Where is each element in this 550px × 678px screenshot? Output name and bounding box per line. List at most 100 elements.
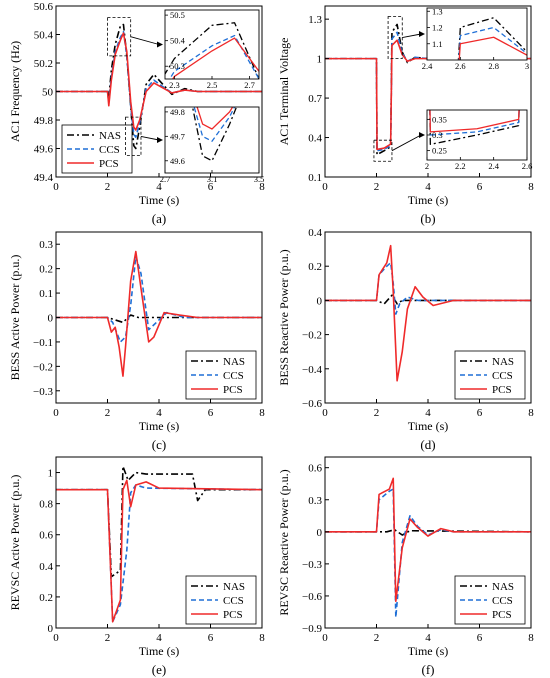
x-tick-label: 0: [322, 181, 328, 193]
x-tick-label: 6: [208, 407, 214, 419]
y-tick-label: 0: [317, 295, 323, 307]
series-line-ccs: [56, 484, 262, 623]
y-axis-label: AC1 Frequency (Hz): [8, 41, 22, 142]
y-axis-label: REVSC Reactive Power (p.u.): [277, 469, 291, 615]
y-tick-label: 0.3: [308, 495, 322, 507]
legend-entry: CCS: [223, 370, 244, 382]
y-tick-label: −0.4: [302, 364, 322, 376]
panel-caption: (e): [152, 662, 166, 677]
inset-x-tick-label: 3.5: [254, 174, 265, 184]
y-tick-label: 1.3: [308, 14, 322, 26]
inset-y-tick-label: 1.1: [432, 39, 443, 49]
legend-entry: NAS: [99, 130, 121, 142]
x-tick-label: 2: [374, 407, 380, 419]
x-tick-label: 0: [322, 407, 328, 419]
chart-panel-c: 0 2 4 6 8 −0.3 −0.2 −0.1 0 0.1 0.2 0.3 Time (s) BESS …: [8, 231, 265, 452]
y-tick-label: 0.1: [39, 288, 53, 300]
y-tick-label: −0.3: [33, 386, 53, 398]
y-tick-label: 0.7: [308, 93, 322, 105]
inset-y-tick-label: 0.25: [432, 146, 447, 156]
x-tick-label: 4: [156, 181, 162, 193]
x-tick-label: 0: [53, 407, 59, 419]
chart-panel-b: 0 2 4 6 8 0.1 0.4 0.7 1 1.3 Time (s) AC1 Terminal V…: [277, 5, 534, 226]
series-line-pcs: [325, 39, 531, 151]
zoom-arrow-head: [157, 41, 163, 48]
zoom-arrow-head: [157, 137, 163, 143]
inset-zoom: 2.3 2.5 2.7 50.3 50.4 50.5: [164, 9, 260, 90]
legend-entry: PCS: [99, 158, 119, 170]
chart-panel-f: 0 2 4 6 8 −0.9 −0.6 −0.3 0 0.3 0.6 Time (s) REVSC Re…: [277, 456, 534, 677]
inset-y-tick-label: 1.2: [432, 23, 443, 33]
series-line-pcs: [325, 244, 531, 382]
y-tick-label: 49.8: [34, 115, 54, 127]
legend-entry: CCS: [223, 595, 244, 607]
chart-panel-d: 0 2 4 6 8 −0.6 −0.4 −0.2 0 0.2 0.4 Time (s) BESS Rea…: [277, 227, 534, 452]
inset-x-tick-label: 2.6: [455, 61, 466, 71]
legend-entry: CCS: [99, 144, 120, 156]
y-tick-label: −0.6: [302, 591, 322, 603]
y-tick-label: 50.2: [34, 58, 53, 70]
zoom-marker-box: [373, 139, 393, 162]
legend: NAS CCS PCS: [185, 575, 257, 625]
y-tick-label: 49.4: [34, 172, 54, 184]
y-tick-label: 0: [317, 527, 323, 539]
series-line-pcs: [56, 250, 262, 377]
inset-y-tick-label: 50.3: [170, 61, 185, 71]
y-axis-label: REVSC Active Power (p.u.): [8, 475, 22, 611]
legend-entry: NAS: [492, 356, 514, 368]
legend-entry: NAS: [223, 356, 245, 368]
y-tick-label: 0.2: [308, 261, 322, 273]
series-line-nas: [56, 23, 262, 150]
x-axis-label: Time (s): [139, 419, 180, 433]
legend-entry: CCS: [492, 595, 513, 607]
x-tick-label: 8: [259, 632, 265, 644]
legend: NAS CCS PCS: [454, 350, 526, 400]
x-tick-label: 8: [259, 181, 265, 193]
x-tick-label: 2: [374, 632, 380, 644]
inset-frame: [426, 7, 528, 61]
x-tick-label: 0: [322, 632, 328, 644]
panel-caption: (b): [420, 211, 435, 226]
x-tick-label: 2: [105, 407, 111, 419]
y-tick-label: 50.4: [34, 30, 54, 42]
legend: NAS CCS PCS: [454, 575, 526, 625]
y-tick-label: 1: [48, 468, 54, 480]
x-tick-label: 8: [528, 181, 534, 193]
y-tick-label: 0.4: [308, 133, 322, 145]
zoom-arrow-head: [419, 132, 425, 138]
legend-entry: NAS: [223, 581, 245, 593]
y-tick-label: 50.6: [34, 1, 54, 13]
x-axis-label: Time (s): [408, 419, 449, 433]
inset-x-tick-label: 2.4: [488, 161, 499, 171]
zoom-arrow: [130, 36, 160, 45]
inset-x-tick-label: 2.7: [244, 80, 255, 90]
chart-panel-a: 0 2 4 6 8 49.4 49.6 49.8 50 50.2 50.4 50.6 Time (s) A…: [8, 1, 265, 226]
x-tick-label: 8: [528, 632, 534, 644]
legend-box: [454, 575, 526, 625]
series-line-ccs: [56, 255, 262, 343]
y-tick-label: −0.1: [33, 337, 53, 349]
inset-zoom: 2.7 3.1 3.5 49.6 49.7 49.8: [160, 106, 265, 184]
inset-x-tick-label: 2: [425, 161, 429, 171]
legend-entry: CCS: [492, 370, 513, 382]
y-tick-label: 0.2: [39, 264, 53, 276]
y-tick-label: 0: [48, 313, 54, 325]
x-axis-label: Time (s): [139, 193, 180, 207]
zoom-arrow: [140, 135, 160, 141]
y-tick-label: 0.2: [39, 592, 53, 604]
series-line-pcs: [325, 477, 531, 603]
x-tick-label: 0: [53, 181, 59, 193]
series-line-ccs: [458, 26, 527, 60]
x-tick-label: 4: [425, 632, 431, 644]
y-axis-label: AC1 Terminal Voltage: [277, 38, 291, 146]
chart-panel-e: 0 2 4 6 8 0 0.2 0.4 0.6 0.8 1 Time (s) REVSC Active …: [8, 456, 265, 677]
zoom-arrow: [391, 134, 422, 152]
inset-x-tick-label: 2.8: [488, 61, 499, 71]
series-line-nas: [56, 314, 262, 324]
y-tick-label: 0.3: [39, 239, 53, 251]
y-tick-label: −0.3: [302, 559, 322, 571]
panel-caption: (c): [152, 437, 166, 452]
x-tick-label: 2: [374, 181, 380, 193]
inset-y-tick-label: 0.3: [432, 130, 443, 140]
